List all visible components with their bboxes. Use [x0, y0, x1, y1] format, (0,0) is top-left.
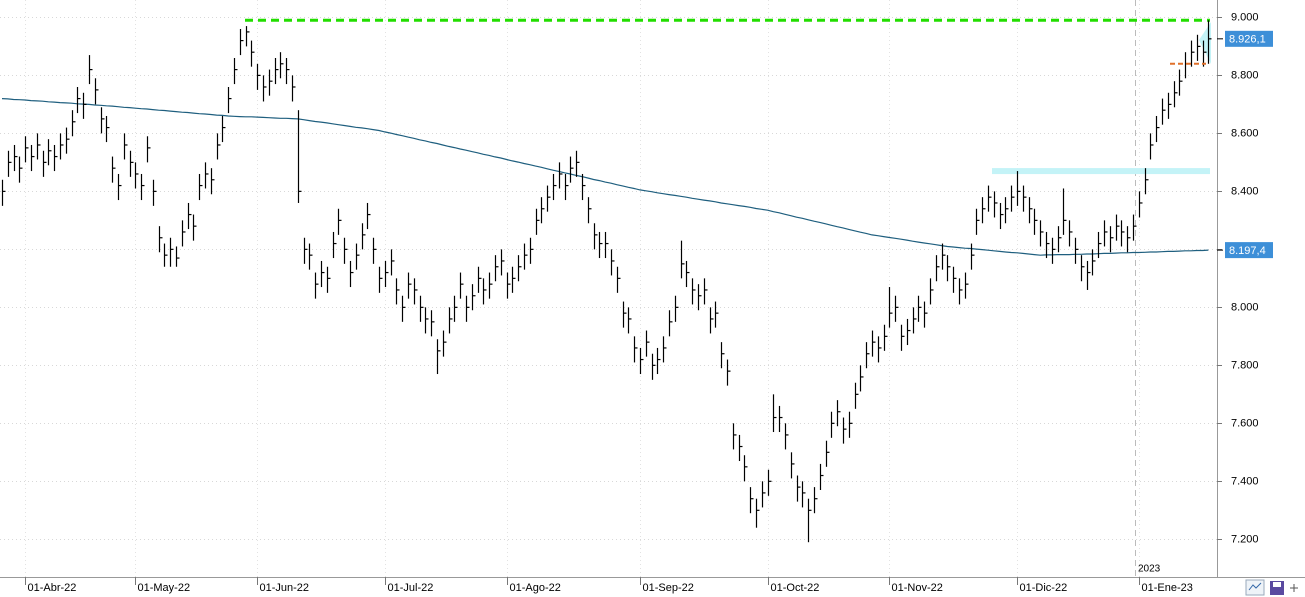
x-tick-label: 01-Nov-22 — [892, 582, 943, 594]
x-tick-label: 01-May-22 — [138, 582, 191, 594]
toolbar — [1245, 579, 1298, 596]
pin-button[interactable] — [1290, 584, 1298, 592]
x-tick-label: 01-Ene-23 — [1142, 582, 1193, 594]
year-label: 2023 — [1138, 564, 1161, 575]
ma-price-text: 8.197,4 — [1229, 245, 1266, 257]
zoom-icon — [1248, 582, 1262, 591]
x-tick-label: 01-Abr-22 — [28, 582, 77, 594]
moving-average — [1, 98, 1209, 256]
x-tick-label: 01-Dic-22 — [1020, 582, 1068, 594]
x-tick-label: 01-Oct-22 — [771, 582, 820, 594]
last-price-box — [1225, 30, 1273, 47]
x-tick-label: 01-Jul-22 — [388, 582, 434, 594]
last-price-text: 8.926,1 — [1229, 34, 1266, 46]
y-tick-label: 8.400 — [1231, 185, 1259, 197]
y-tick-label: 7.600 — [1231, 417, 1259, 429]
save-icon — [1273, 582, 1281, 587]
x-tick-label: 01-Ago-22 — [510, 582, 561, 594]
y-tick-label: 8.600 — [1231, 127, 1259, 139]
y-tick-label: 9.000 — [1231, 11, 1259, 23]
x-tick-label: 01-Sep-22 — [643, 582, 694, 594]
y-tick-label: 7.200 — [1231, 533, 1259, 545]
support-band — [992, 168, 1210, 175]
x-tick-label: 01-Jun-22 — [260, 582, 310, 594]
y-tick-label: 7.800 — [1231, 359, 1259, 371]
y-tick-label: 8.800 — [1231, 69, 1259, 81]
y-tick-label: 8.000 — [1231, 301, 1259, 313]
ma-price-box — [1225, 242, 1273, 259]
y-tick-label: 7.400 — [1231, 475, 1259, 487]
